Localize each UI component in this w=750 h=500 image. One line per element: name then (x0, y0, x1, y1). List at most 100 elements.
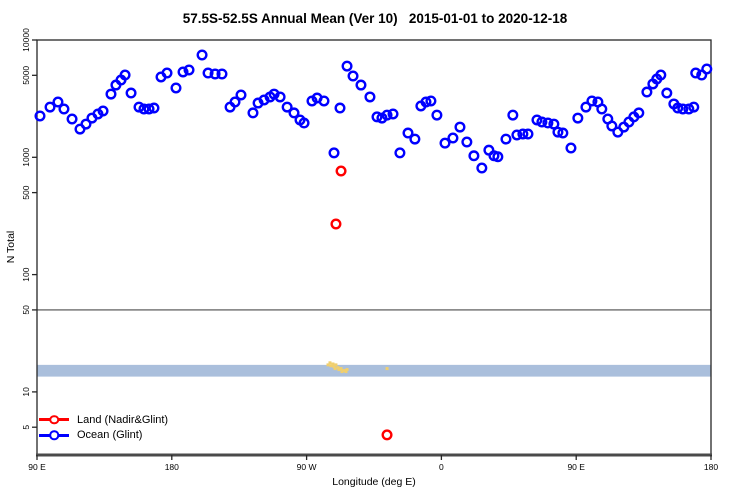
data-point-ocean (66, 113, 78, 125)
data-point-ocean (690, 67, 702, 79)
data-point-ocean (606, 120, 618, 132)
data-point-ocean (476, 162, 488, 174)
land-map-patch (328, 361, 332, 365)
data-point-ocean (341, 60, 353, 72)
data-point-ocean (454, 121, 466, 133)
data-point-ocean (677, 103, 689, 115)
land-map-patch (345, 368, 349, 372)
data-point-ocean (447, 132, 459, 144)
land-map-patch (342, 369, 346, 373)
data-point-ocean (565, 142, 577, 154)
land-map-patch (332, 365, 336, 369)
data-point-ocean (542, 117, 554, 129)
data-point-ocean (328, 147, 340, 159)
data-point-ocean (552, 126, 564, 138)
land-map-patch (340, 370, 344, 374)
data-point-ocean (409, 133, 421, 145)
data-point-ocean (298, 117, 310, 129)
land-map-patch (336, 366, 340, 370)
x-axis-title: Longitude (deg E) (332, 476, 416, 488)
data-point-ocean (288, 107, 300, 119)
x-tick-label: 180 (704, 462, 718, 472)
legend: Land (Nadir&Glint) Ocean (Glint) (39, 412, 168, 443)
data-point-ocean (355, 79, 367, 91)
data-point-land (381, 429, 393, 441)
x-tick-label: 0 (439, 462, 444, 472)
data-point-ocean (548, 118, 560, 130)
data-point-ocean (281, 101, 293, 113)
data-point-ocean (522, 128, 534, 140)
data-point-ocean (371, 111, 383, 123)
legend-marker-land-icon (39, 412, 69, 427)
y-tick-label: 10000 (21, 28, 31, 52)
data-point-ocean (517, 128, 529, 140)
x-tick-label: 180 (165, 462, 179, 472)
data-point-ocean (431, 109, 443, 121)
legend-marker-ocean-icon (39, 428, 69, 443)
data-point-ocean (492, 151, 504, 163)
data-point-ocean (641, 86, 653, 98)
data-point-ocean (387, 108, 399, 120)
y-axis-title: N Total (5, 230, 17, 264)
x-tick-label: 90 E (567, 462, 585, 472)
data-point-ocean (58, 103, 70, 115)
data-point-ocean (381, 109, 393, 121)
data-point-ocean (334, 102, 346, 114)
land-map-patch (337, 368, 341, 372)
data-point-ocean (34, 110, 46, 122)
data-point-ocean (97, 105, 109, 117)
data-point-ocean (229, 96, 241, 108)
land-map-patch (326, 363, 330, 367)
x-tick-label: 90 W (297, 462, 317, 472)
data-point-ocean (536, 116, 548, 128)
data-point-ocean (461, 136, 473, 148)
y-tick-label: 5 (21, 425, 31, 430)
data-point-ocean (125, 87, 137, 99)
data-point-ocean (511, 129, 523, 141)
data-point-ocean (170, 82, 182, 94)
legend-item-ocean: Ocean (Glint) (39, 428, 168, 444)
data-point-ocean (202, 67, 214, 79)
legend-label-ocean: Ocean (Glint) (77, 429, 143, 442)
data-point-ocean (138, 103, 150, 115)
data-point-ocean (216, 68, 228, 80)
data-point-ocean (177, 66, 189, 78)
data-point-ocean (633, 107, 645, 119)
land-map-patch (329, 364, 333, 368)
land-map-patch (385, 367, 389, 371)
data-point-ocean (586, 95, 598, 107)
data-point-ocean (596, 103, 608, 115)
data-point-ocean (661, 87, 673, 99)
legend-circle-ocean-icon (49, 430, 59, 440)
chart-title: 57.5S-52.5S Annual Mean (Ver 10) 2015-01… (182, 11, 568, 26)
legend-circle-land-icon (49, 415, 59, 425)
data-point-ocean (468, 150, 480, 162)
data-point-ocean (183, 64, 195, 76)
y-tick-label: 100 (21, 267, 31, 281)
data-point-ocean (394, 147, 406, 159)
data-point-ocean (500, 133, 512, 145)
data-point-ocean (557, 127, 569, 139)
legend-item-land: Land (Nadir&Glint) (39, 412, 168, 428)
data-point-ocean (420, 96, 432, 108)
land-map-patch (344, 370, 348, 374)
data-point-ocean (507, 109, 519, 121)
land-map-patch (334, 363, 338, 367)
data-point-ocean (247, 107, 259, 119)
data-point-ocean (688, 101, 700, 113)
data-point-ocean (44, 101, 56, 113)
data-point-ocean (119, 69, 131, 81)
data-point-ocean (402, 127, 414, 139)
data-point-land (330, 218, 342, 230)
data-point-ocean (347, 70, 359, 82)
data-point-ocean (572, 112, 584, 124)
data-point-ocean (105, 88, 117, 100)
data-point-ocean (235, 89, 247, 101)
data-point-ocean (701, 63, 713, 75)
data-point-ocean (425, 95, 437, 107)
y-tick-label: 10 (21, 387, 31, 397)
land-map-patch (331, 362, 335, 366)
legend-label-land: Land (Nadir&Glint) (77, 413, 169, 426)
land-map-patch (339, 367, 343, 371)
